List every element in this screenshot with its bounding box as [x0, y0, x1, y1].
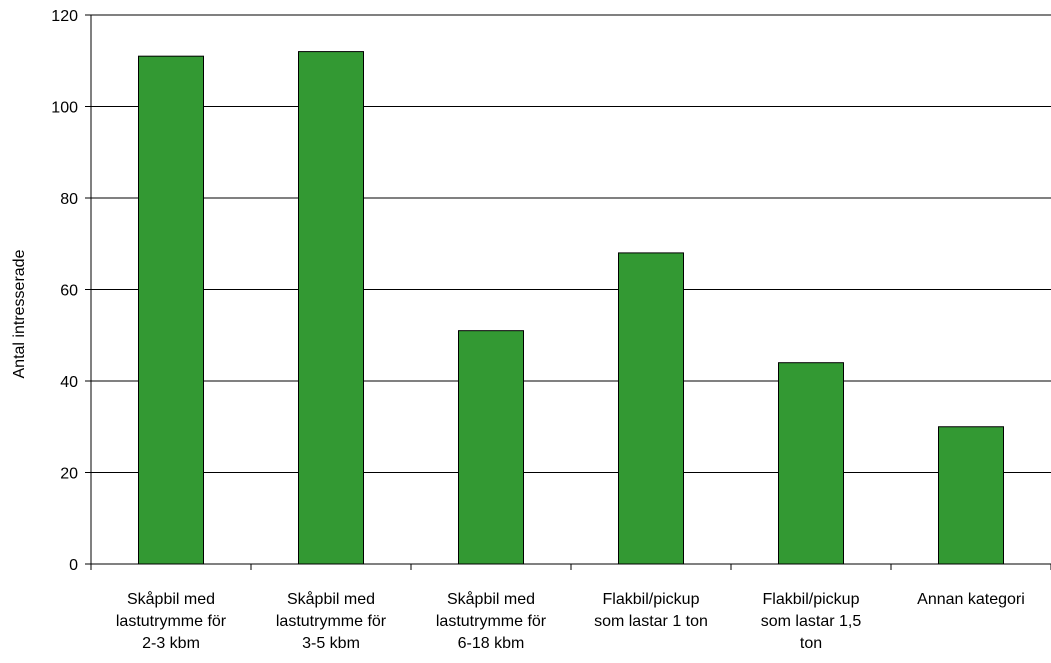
y-axis-label: Antal intresserade [11, 249, 28, 378]
y-tick-label: 20 [60, 466, 78, 483]
x-category-label: Skåpbil med lastutrymme för 6-18 kbm [436, 590, 547, 652]
bar [458, 330, 524, 565]
bar [618, 252, 684, 565]
y-tick-label: 40 [60, 374, 78, 391]
x-category-label: Flakbil/pickup som lastar 1,5 ton [761, 591, 862, 652]
bars [138, 51, 1004, 565]
y-tick-label: 100 [51, 100, 78, 117]
y-tick-label: 0 [69, 557, 78, 574]
x-category-label: Annan kategori [917, 591, 1025, 608]
y-tick-label: 60 [60, 283, 78, 300]
bar [778, 362, 844, 565]
y-tick-label: 120 [51, 8, 78, 25]
y-tick-label: 80 [60, 191, 78, 208]
axes [85, 14, 1051, 570]
x-category-label: Skåpbil med lastutrymme för 3-5 kbm [276, 590, 387, 652]
bar [298, 51, 364, 565]
x-category-label: Flakbil/pickup som lastar 1 ton [594, 591, 708, 630]
gridlines [91, 14, 1051, 473]
bar [938, 426, 1004, 565]
y-tick-labels: 0 20 40 60 80 100 120 [51, 8, 78, 574]
x-category-label: Skåpbil med lastutrymme för 2-3 kbm [116, 590, 227, 652]
x-category-labels: Skåpbil med lastutrymme för 2-3 kbm Skåpbil… [116, 590, 1025, 652]
bar [138, 55, 204, 565]
